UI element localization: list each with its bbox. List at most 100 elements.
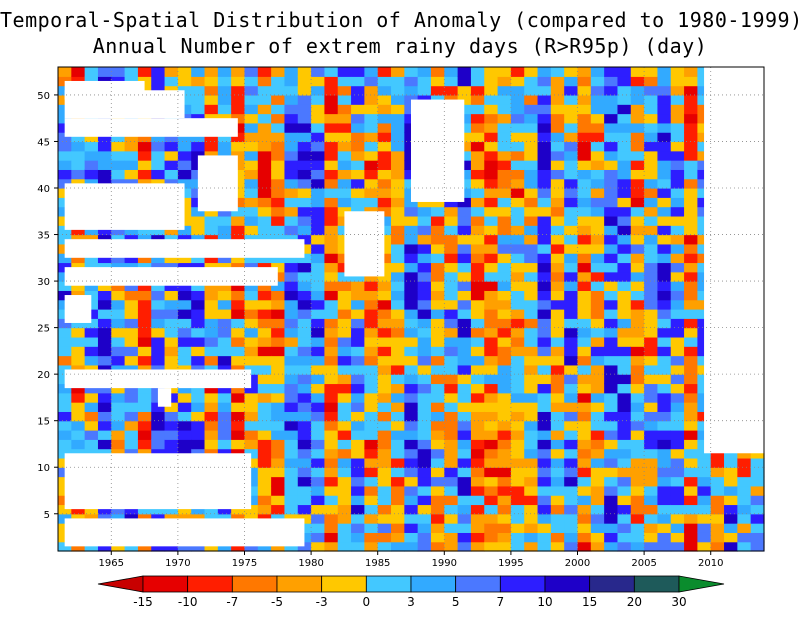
heatmap-cell (604, 309, 619, 319)
heatmap-cell (604, 160, 619, 170)
heatmap-cell (644, 76, 659, 87)
heatmap-cell (590, 485, 605, 496)
heatmap-cell (470, 290, 485, 301)
heatmap-cell (377, 467, 392, 478)
heatmap-cell (351, 188, 365, 198)
heatmap-cell (97, 225, 112, 236)
heatmap-cell (284, 188, 299, 198)
heatmap-cell (124, 253, 139, 264)
heatmap-cell (151, 141, 166, 152)
heatmap-cell (577, 215, 592, 226)
heatmap-cell (111, 299, 126, 310)
heatmap-cell (97, 160, 112, 170)
heatmap-cell (644, 178, 659, 189)
heatmap-cell (457, 318, 472, 329)
heatmap-cell (617, 290, 632, 301)
heatmap-cell (204, 141, 219, 152)
heatmap-cell (617, 318, 632, 329)
heatmap-cell (257, 188, 272, 198)
heatmap-cell (244, 457, 259, 468)
heatmap-cell (351, 141, 365, 152)
heatmap-cell (510, 253, 525, 264)
heatmap-cell (58, 504, 72, 515)
heatmap-cell (684, 402, 698, 412)
heatmap-cell (604, 541, 619, 552)
heatmap-cell (324, 206, 339, 217)
heatmap-cell (684, 160, 698, 170)
heatmap-cell (284, 327, 299, 338)
x-axis: 1965 1970 1975 1980 1985 1990 1995 2000 2005 2010 (99, 551, 723, 569)
heatmap-cell (191, 104, 206, 115)
heatmap-cell (271, 495, 286, 506)
heatmap-cell (510, 420, 525, 431)
heatmap-cell (750, 513, 765, 524)
heatmap-cell (417, 383, 432, 394)
heatmap-cell (564, 215, 579, 226)
heatmap-cell (71, 411, 86, 422)
heatmap-cell (430, 281, 445, 291)
heatmap-cell (58, 253, 72, 264)
heatmap-cell (577, 178, 592, 189)
heatmap-cell (564, 467, 579, 478)
heatmap-cell (271, 206, 286, 217)
heatmap-cell (470, 281, 485, 291)
heatmap-cell (684, 346, 698, 357)
heatmap-cell (430, 346, 445, 357)
heatmap-cell (577, 243, 592, 254)
heatmap-cell (164, 299, 179, 310)
heatmap-cell (84, 309, 99, 319)
heatmap-cell (537, 318, 552, 329)
heatmap-cell (590, 178, 605, 189)
heatmap-cell (257, 197, 272, 208)
heatmap-cell (404, 448, 419, 459)
heatmap-cell (151, 169, 166, 180)
heatmap-cell (111, 411, 126, 422)
heatmap-cell (630, 476, 645, 487)
heatmap-cell (724, 504, 738, 515)
heatmap-cell (484, 411, 499, 422)
heatmap-cell (644, 392, 659, 403)
heatmap-cell (311, 541, 326, 552)
heatmap-cell (111, 290, 126, 301)
heatmap-cell (391, 411, 405, 422)
heatmap-cell (364, 85, 379, 96)
heatmap-cell (657, 299, 672, 310)
heatmap-cell (404, 504, 419, 515)
heatmap-cell (617, 355, 632, 366)
heatmap-cell (337, 411, 352, 422)
heatmap-cell (164, 355, 179, 366)
heatmap-cell (364, 299, 379, 310)
heatmap-cell (457, 532, 472, 543)
heatmap-cell (191, 215, 206, 226)
heatmap-cell (484, 253, 499, 264)
heatmap-cell (604, 336, 619, 347)
heatmap-cell (470, 76, 485, 87)
heatmap-cell (550, 383, 565, 394)
heatmap-cell (324, 253, 339, 264)
heatmap-cell (484, 476, 499, 487)
heatmap-cell (151, 336, 166, 347)
heatmap-cell (604, 383, 619, 394)
heatmap-cell (657, 113, 672, 124)
heatmap-cell (324, 513, 339, 524)
heatmap-cell (630, 104, 645, 115)
heatmap-cell (377, 495, 392, 506)
heatmap-cell (244, 122, 259, 133)
heatmap-cell (457, 225, 472, 236)
heatmap-cell (71, 169, 86, 180)
heatmap-cell (137, 67, 152, 77)
heatmap-cell (524, 327, 539, 338)
heatmap-cell (164, 402, 179, 412)
heatmap-cell (377, 150, 392, 161)
heatmap-cell (470, 299, 485, 310)
heatmap-cell (484, 141, 499, 152)
heatmap-cell (191, 281, 206, 291)
heatmap-cell (97, 253, 112, 264)
heatmap-cell (297, 457, 312, 468)
heatmap-cell (644, 336, 659, 347)
heatmap-cell (430, 383, 445, 394)
heatmap-cell (364, 122, 379, 133)
heatmap-cell (564, 374, 579, 385)
heatmap-cell (564, 411, 579, 422)
heatmap-cell (417, 318, 432, 329)
